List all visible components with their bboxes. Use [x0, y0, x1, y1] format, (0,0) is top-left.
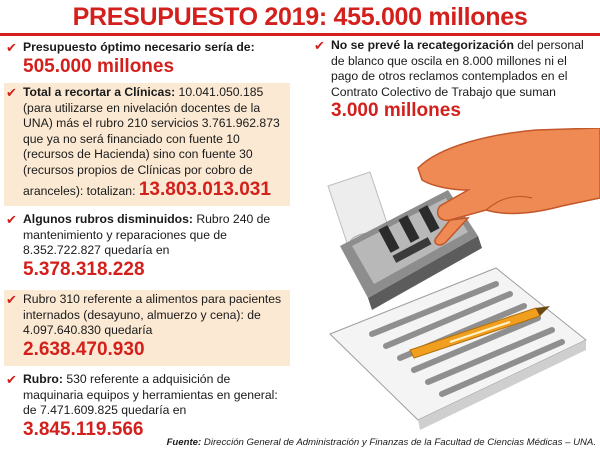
- list-item-rubro-530: ✔ Rubro: 530 referente a adquisición de …: [4, 372, 290, 448]
- item-text: 10.041.050.185 (para utilizarse en nivel…: [23, 85, 280, 198]
- item-amount: 3.000 millones: [331, 100, 461, 122]
- checkmark-icon: ✔: [6, 212, 17, 227]
- checkmark-icon: ✔: [6, 292, 17, 307]
- source-label: Fuente:: [166, 437, 202, 448]
- list-item-recategorization: ✔ No se prevé la recategorización del pe…: [312, 38, 596, 121]
- hand-icon: [417, 128, 600, 246]
- list-item-rubro-310: ✔ Rubro 310 referente a alimentos para p…: [4, 290, 290, 366]
- pen-icon: [409, 306, 550, 359]
- item-bold-label: Total a recortar a Clínicas:: [23, 85, 176, 99]
- paper-sheet-icon: [329, 267, 587, 430]
- source-note: Fuente: Dirección General de Administrac…: [167, 437, 596, 448]
- checkmark-icon: ✔: [314, 38, 325, 53]
- list-item-optimal-budget: ✔ Presupuesto óptimo necesario sería de:…: [4, 40, 290, 80]
- calculator-illustration: [327, 128, 600, 430]
- checkmark-icon: ✔: [6, 85, 17, 100]
- item-text: Rubro 240 de mantenimiento y reparacione…: [23, 212, 271, 258]
- list-item-rubro-240: ✔ Algunos rubros disminuidos: Rubro 240 …: [4, 212, 290, 284]
- page-title: PRESUPUESTO 2019: 455.000 millones: [72, 3, 528, 31]
- title-rule: [0, 33, 600, 36]
- item-amount: 5.378.318.228: [23, 258, 145, 280]
- item-bold-label: Presupuesto óptimo necesario sería de:: [23, 40, 255, 54]
- item-amount: 505.000 millones: [23, 55, 175, 77]
- item-text: del personal de blanco que oscila en 8.0…: [331, 38, 584, 99]
- item-text: Rubro 310 referente a alimentos para pac…: [23, 292, 282, 338]
- item-text: 530 referente a adquisición de maquinari…: [23, 372, 278, 418]
- item-bold-label: Algunos rubros disminuidos:: [23, 212, 193, 226]
- item-bold-label: No se prevé la recategorización: [331, 38, 514, 52]
- checkmark-icon: ✔: [6, 372, 17, 387]
- item-amount: 2.638.470.930: [23, 338, 145, 360]
- item-bold-label: Rubro:: [23, 372, 63, 386]
- item-amount: 3.845.119.566: [23, 418, 144, 440]
- list-item-clinicas-cut: ✔ Total a recortar a Clínicas: 10.041.05…: [4, 83, 290, 206]
- item-amount: 13.803.013.031: [138, 178, 271, 200]
- source-text: Dirección General de Administración y Fi…: [201, 437, 596, 448]
- checkmark-icon: ✔: [6, 40, 17, 55]
